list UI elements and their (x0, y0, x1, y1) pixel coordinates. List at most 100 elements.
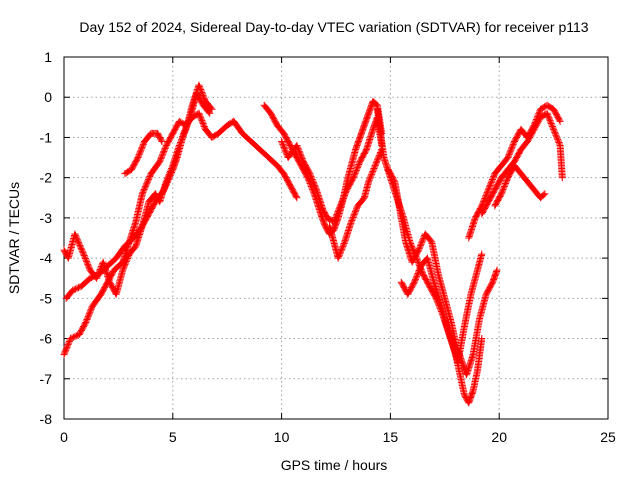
data-point-marker (122, 259, 130, 267)
data-point-marker (62, 346, 70, 354)
data-point-marker (145, 175, 153, 183)
data-point-marker (159, 149, 167, 157)
data-point-marker (486, 181, 494, 189)
data-point-marker (78, 246, 86, 254)
data-point-marker (156, 156, 164, 164)
data-point-marker (134, 154, 142, 162)
data-point-marker (292, 192, 300, 200)
data-point-marker (352, 166, 360, 174)
data-point-marker (493, 266, 501, 274)
x-tick-label: 15 (383, 429, 399, 445)
x-tick-label: 5 (169, 429, 177, 445)
data-point-marker (555, 139, 563, 147)
data-point-marker (332, 214, 340, 222)
data-point-marker (332, 212, 340, 220)
data-point-marker (331, 215, 339, 223)
data-point-marker (185, 116, 193, 124)
data-point-marker (72, 285, 80, 293)
data-point-marker (119, 265, 127, 273)
data-point-marker (162, 181, 170, 189)
data-point-marker (412, 275, 420, 283)
data-point-marker (141, 183, 149, 191)
data-point-marker (79, 249, 87, 257)
data-point-marker (80, 250, 88, 258)
data-point-marker (547, 118, 555, 126)
data-point-marker (81, 254, 89, 262)
data-point-marker (499, 185, 507, 193)
data-point-marker (157, 155, 165, 163)
y-tick-label: -6 (40, 331, 53, 347)
data-point-marker (481, 193, 489, 201)
data-point-marker (279, 140, 287, 148)
data-point-marker (351, 171, 359, 179)
data-point-marker (415, 246, 423, 254)
data-point-marker (337, 247, 345, 255)
series-arc-10 (384, 166, 501, 379)
data-point-marker (353, 165, 361, 173)
data-point-marker (373, 157, 381, 165)
data-point-marker (84, 262, 92, 270)
data-point-marker (308, 174, 316, 182)
data-point-marker (556, 117, 564, 125)
x-tick-labels: 0 5 10 15 20 25 (60, 429, 616, 445)
data-point-marker (309, 178, 317, 186)
data-point-marker (352, 206, 360, 214)
data-point-marker (183, 122, 191, 130)
y-tick-label: -2 (40, 170, 53, 186)
data-point-marker (336, 203, 344, 211)
grid-lines (64, 57, 608, 419)
data-point-marker (550, 127, 558, 135)
data-point-marker (142, 181, 150, 189)
data-point-marker (198, 88, 206, 96)
data-point-marker (63, 343, 71, 351)
data-point-marker (355, 161, 363, 168)
data-point-marker (506, 149, 514, 157)
data-point-marker (278, 137, 286, 145)
data-point-marker (311, 183, 319, 191)
data-point-marker (503, 177, 511, 185)
x-tick-label: 0 (60, 429, 68, 445)
data-point-marker (483, 189, 491, 197)
data-point-marker (558, 174, 566, 182)
data-point-marker (339, 242, 347, 250)
data-point-marker (296, 150, 304, 158)
data-point-marker (488, 177, 496, 185)
data-point-marker (84, 313, 92, 321)
data-point-marker (69, 333, 77, 341)
data-point-marker (90, 272, 98, 280)
series-arc-8 (325, 146, 386, 262)
data-point-marker (341, 192, 349, 200)
y-tick-label: -7 (40, 371, 53, 387)
data-point-marker (333, 211, 341, 219)
data-point-marker (335, 253, 343, 261)
series-arc-12 (465, 101, 564, 242)
data-point-marker (143, 180, 151, 188)
data-point-marker (84, 260, 92, 268)
data-point-marker (119, 266, 127, 274)
data-point-marker (293, 143, 301, 151)
data-point-marker (337, 200, 345, 208)
data-point-marker (497, 190, 505, 198)
data-point-marker (73, 284, 81, 292)
data-point-marker (506, 148, 514, 156)
data-point-marker (278, 139, 286, 147)
data-point-marker (72, 233, 80, 241)
data-point-marker (206, 109, 214, 117)
data-point-marker (85, 311, 93, 319)
data-point-marker (307, 173, 315, 181)
data-point-marker (296, 149, 304, 157)
data-point-marker (338, 199, 346, 207)
data-point-marker (139, 142, 147, 150)
data-point-marker (351, 169, 359, 177)
data-point-marker (161, 184, 169, 192)
data-point-marker (160, 146, 168, 154)
data-point-marker (366, 175, 374, 183)
data-point-marker (371, 162, 379, 170)
data-point-marker (294, 144, 302, 152)
data-point-marker (374, 156, 382, 164)
data-point-marker (158, 137, 166, 145)
data-point-marker (418, 237, 426, 245)
data-point-marker (85, 263, 93, 271)
data-point-marker (410, 278, 418, 286)
data-point-marker (367, 172, 375, 180)
